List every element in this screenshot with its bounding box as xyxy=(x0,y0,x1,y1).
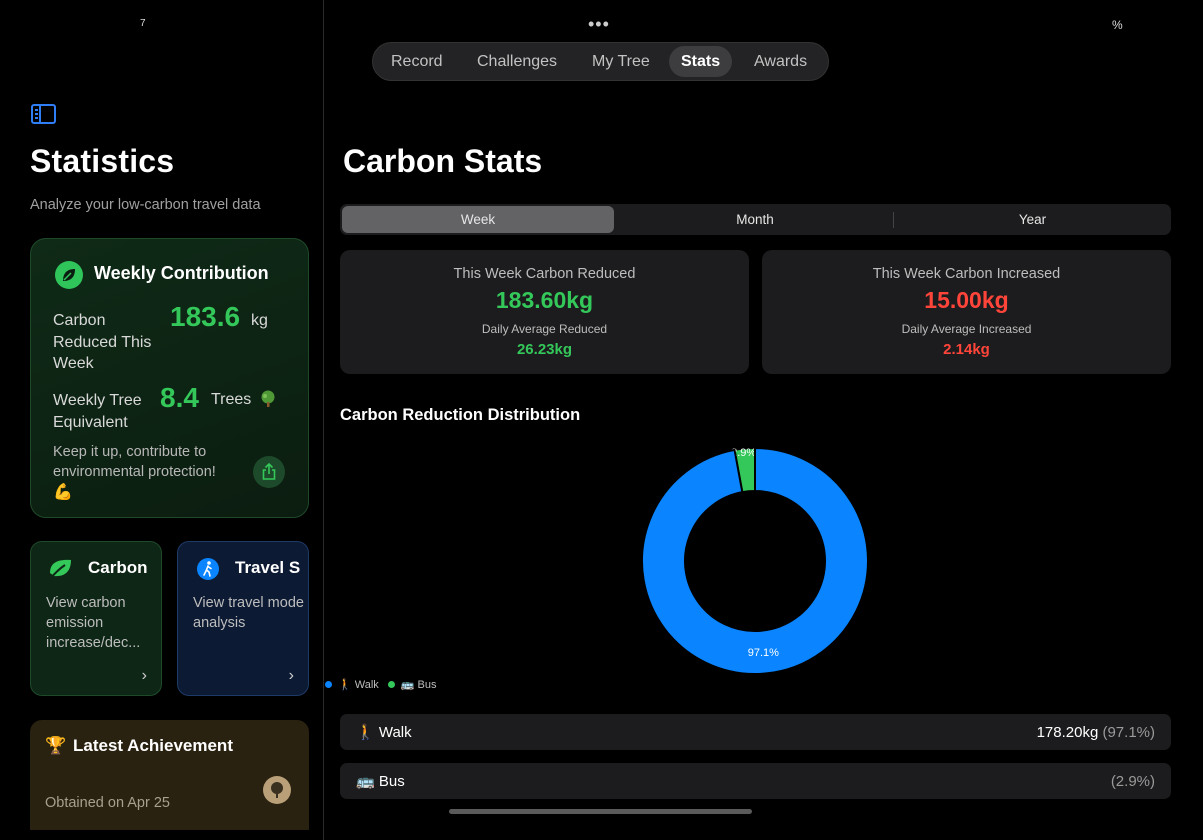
daily-reduced-value: 26.23kg xyxy=(516,341,573,358)
page-title: Carbon Stats xyxy=(343,143,543,179)
segment-divider xyxy=(893,212,894,228)
carbon-card-title: Carbon xyxy=(88,558,148,577)
leaf-icon xyxy=(55,261,83,289)
carbon-reduced-label: Carbon Reduced This Week xyxy=(53,312,152,372)
flexed-arm-emoji: 💪 xyxy=(53,484,73,501)
walk-row-value: 178.20kg (97.1%) xyxy=(1037,724,1155,741)
travel-card-text: View travel mode analysis xyxy=(193,595,304,631)
status-indicator-left: 7 xyxy=(140,18,146,29)
tab-record[interactable]: Record xyxy=(391,53,443,70)
segment-year[interactable]: Year xyxy=(1018,212,1047,227)
walk-row-percent: (97.1%) xyxy=(1102,724,1155,741)
top-tab-bar: Record Challenges My Tree Stats Awards xyxy=(372,42,829,81)
distribution-title: Carbon Reduction Distribution xyxy=(340,406,581,424)
carbon-reduced-value: 183.6 xyxy=(170,301,241,332)
walk-row-label: 🚶 Walk xyxy=(356,724,412,741)
encouragement-message: Keep it up, contribute to environmental … xyxy=(53,444,216,480)
distribution-donut-chart: 2.9% 97.1% xyxy=(641,446,869,675)
reduced-value: 183.60kg xyxy=(495,287,594,313)
daily-increased-value: 2.14kg xyxy=(943,341,990,358)
reduced-label: This Week Carbon Reduced xyxy=(453,266,636,282)
share-icon xyxy=(262,463,276,480)
travel-card-title: Travel S xyxy=(235,558,301,577)
leaf-icon xyxy=(49,559,71,580)
donut-slice-walk xyxy=(641,446,869,675)
carbon-card-text: View carbon emission increase/dec... xyxy=(46,595,141,651)
trophy-icon: 🏆 xyxy=(45,736,67,755)
bus-row[interactable]: 🚌 Bus (2.9%) xyxy=(340,763,1171,799)
increased-value: 15.00kg xyxy=(924,287,1009,313)
donut-label-walk: 97.1% xyxy=(748,647,779,659)
tab-my-tree[interactable]: My Tree xyxy=(592,53,650,70)
carbon-increased-card: This Week Carbon Increased 15.00kg Daily… xyxy=(762,250,1171,374)
tree-icon xyxy=(261,390,275,407)
daily-increased-label: Daily Average Increased xyxy=(901,322,1032,336)
segment-month[interactable]: Month xyxy=(736,212,774,227)
achievement-date: Obtained on Apr 25 xyxy=(45,795,170,811)
bus-row-value: (2.9%) xyxy=(1111,773,1155,790)
legend-label-walk: 🚶 Walk xyxy=(338,679,379,691)
chart-legend: 🚶 Walk 🚌 Bus xyxy=(325,678,437,691)
walk-row-amount: 178.20kg xyxy=(1036,724,1099,741)
increased-label: This Week Carbon Increased xyxy=(872,266,1061,282)
chevron-right-icon: › xyxy=(288,667,294,684)
home-indicator[interactable] xyxy=(449,809,752,814)
legend-dot-bus xyxy=(387,681,395,688)
period-segmented-control: Week Month Year xyxy=(340,204,1171,235)
legend-label-bus: 🚌 Bus xyxy=(400,679,437,691)
travel-analysis-card[interactable]: Travel S View travel mode analysis › xyxy=(177,541,309,696)
tree-equivalent-value: 8.4 xyxy=(160,382,199,413)
daily-reduced-label: Daily Average Reduced xyxy=(481,322,608,336)
share-button[interactable] xyxy=(253,456,285,488)
tree-badge-icon xyxy=(263,776,291,804)
tree-equivalent-unit: Trees xyxy=(211,391,252,408)
walk-row[interactable]: 🚶 Walk 178.20kg (97.1%) xyxy=(340,714,1171,750)
bus-row-percent: (2.9%) xyxy=(1110,773,1155,790)
tree-equivalent-label: Weekly Tree Equivalent xyxy=(53,392,142,431)
walking-person-icon xyxy=(197,558,219,580)
battery-indicator: % xyxy=(1112,18,1123,32)
sidebar-subtitle: Analyze your low-carbon travel data xyxy=(30,197,261,213)
chevron-right-icon: › xyxy=(141,667,147,684)
bus-row-label: 🚌 Bus xyxy=(356,773,405,790)
achievement-title: Latest Achievement xyxy=(73,736,233,755)
latest-achievement-card[interactable]: 🏆 Latest Achievement Obtained on Apr 25 xyxy=(30,720,309,830)
weekly-contribution-card: Weekly Contribution Carbon Reduced This … xyxy=(30,238,309,518)
carbon-reduced-unit: kg xyxy=(251,312,268,329)
sidebar: Statistics Analyze your low-carbon trave… xyxy=(0,0,324,840)
carbon-reduced-card: This Week Carbon Reduced 183.60kg Daily … xyxy=(340,250,749,374)
legend-dot-walk xyxy=(325,681,332,688)
segment-week[interactable]: Week xyxy=(342,206,614,233)
weekly-contribution-title: Weekly Contribution xyxy=(94,263,269,283)
tab-stats[interactable]: Stats xyxy=(669,46,733,77)
sidebar-toggle-icon[interactable] xyxy=(31,104,56,124)
sidebar-title: Statistics xyxy=(30,143,175,179)
carbon-analysis-card[interactable]: Carbon View carbon emission increase/dec… xyxy=(30,541,162,696)
tab-challenges[interactable]: Challenges xyxy=(477,53,558,70)
tab-awards[interactable]: Awards xyxy=(754,53,808,70)
donut-label-bus: 2.9% xyxy=(731,447,756,459)
multitasking-dots[interactable]: ••• xyxy=(588,14,610,34)
